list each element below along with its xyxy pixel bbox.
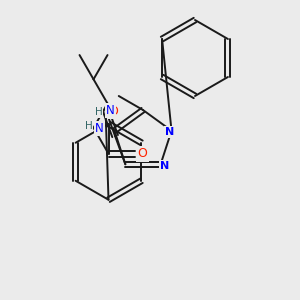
Text: O: O — [108, 105, 118, 118]
Text: N: N — [165, 127, 174, 137]
Text: O: O — [138, 147, 148, 160]
Text: N: N — [160, 161, 169, 171]
Text: H: H — [95, 107, 102, 117]
Text: N: N — [106, 104, 115, 117]
Text: H: H — [85, 121, 92, 131]
Text: N: N — [95, 122, 104, 135]
